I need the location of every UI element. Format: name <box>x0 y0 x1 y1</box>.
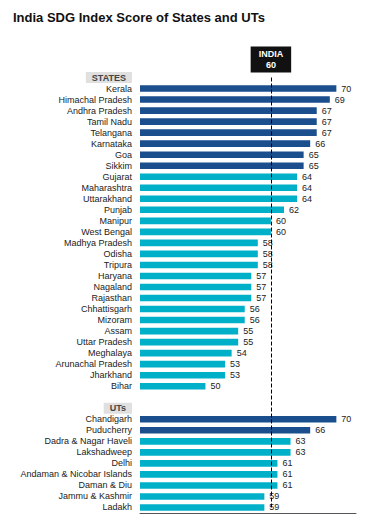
svg-text:67: 67 <box>322 117 332 127</box>
svg-text:Dadra & Nagar Haveli: Dadra & Nagar Haveli <box>44 436 132 446</box>
svg-text:53: 53 <box>230 359 240 369</box>
svg-text:59: 59 <box>269 502 279 512</box>
svg-text:Telangana: Telangana <box>90 128 132 138</box>
svg-text:Mizoram: Mizoram <box>97 315 132 325</box>
svg-text:Andaman & Nicobar Islands: Andaman & Nicobar Islands <box>20 469 132 479</box>
svg-text:Chandigarh: Chandigarh <box>85 414 132 424</box>
svg-text:Goa: Goa <box>115 150 132 160</box>
svg-text:Punjab: Punjab <box>104 205 132 215</box>
svg-text:58: 58 <box>262 259 273 270</box>
svg-text:Karnataka: Karnataka <box>91 139 132 149</box>
svg-text:Uttarakhand: Uttarakhand <box>83 194 132 204</box>
svg-text:Maharashtra: Maharashtra <box>81 183 132 193</box>
svg-text:Jharkhand: Jharkhand <box>90 370 132 380</box>
svg-text:60: 60 <box>276 227 286 237</box>
svg-text:58: 58 <box>262 237 273 248</box>
svg-text:70: 70 <box>341 414 351 424</box>
svg-text:55: 55 <box>243 337 253 347</box>
svg-text:66: 66 <box>315 425 325 435</box>
svg-text:UTs: UTs <box>110 403 126 413</box>
svg-text:Chhattisgarh: Chhattisgarh <box>81 304 132 314</box>
svg-text:60: 60 <box>276 216 286 226</box>
svg-text:69: 69 <box>335 95 345 105</box>
svg-text:58: 58 <box>262 248 273 259</box>
svg-text:55: 55 <box>243 326 253 336</box>
svg-text:INDIA: INDIA <box>259 49 284 59</box>
svg-text:Odisha: Odisha <box>103 249 132 259</box>
svg-text:Gujarat: Gujarat <box>102 172 132 182</box>
svg-text:70: 70 <box>341 84 351 94</box>
svg-text:57: 57 <box>256 282 266 292</box>
svg-text:66: 66 <box>315 139 325 149</box>
svg-text:61: 61 <box>282 469 292 479</box>
svg-text:63: 63 <box>296 447 306 457</box>
svg-text:Kerala: Kerala <box>106 84 132 94</box>
svg-text:61: 61 <box>282 480 292 490</box>
svg-text:Assam: Assam <box>104 326 132 336</box>
svg-text:65: 65 <box>309 161 319 171</box>
svg-text:56: 56 <box>250 315 260 325</box>
svg-text:64: 64 <box>302 194 312 204</box>
svg-text:Himachal Pradesh: Himachal Pradesh <box>58 95 132 105</box>
svg-text:67: 67 <box>322 128 332 138</box>
svg-text:Daman & Diu: Daman & Diu <box>78 480 132 490</box>
svg-text:64: 64 <box>302 183 312 193</box>
svg-text:67: 67 <box>322 106 332 116</box>
svg-text:Andhra Pradesh: Andhra Pradesh <box>67 106 132 116</box>
svg-text:56: 56 <box>250 304 260 314</box>
svg-text:60: 60 <box>266 60 276 70</box>
svg-text:Sikkim: Sikkim <box>106 161 133 171</box>
svg-text:Jammu & Kashmir: Jammu & Kashmir <box>58 491 132 501</box>
svg-text:STATES: STATES <box>92 73 126 83</box>
svg-text:Ladakh: Ladakh <box>102 502 132 512</box>
svg-text:Madhya Pradesh: Madhya Pradesh <box>64 238 132 248</box>
svg-text:63: 63 <box>296 436 306 446</box>
svg-text:53: 53 <box>230 370 240 380</box>
svg-text:India SDG Index Score of State: India SDG Index Score of States and UTs <box>13 10 265 25</box>
svg-text:Puducherry: Puducherry <box>86 425 133 435</box>
svg-text:Bihar: Bihar <box>111 381 132 391</box>
svg-text:Rajasthan: Rajasthan <box>91 293 132 303</box>
svg-text:Tamil Nadu: Tamil Nadu <box>87 117 132 127</box>
svg-text:57: 57 <box>256 293 266 303</box>
svg-text:Manipur: Manipur <box>99 216 132 226</box>
svg-text:54: 54 <box>237 348 247 358</box>
svg-text:West Bengal: West Bengal <box>81 227 132 237</box>
svg-text:Nagaland: Nagaland <box>93 282 132 292</box>
svg-text:50: 50 <box>210 381 220 391</box>
svg-text:Delhi: Delhi <box>111 458 132 468</box>
svg-text:Arunachal Pradesh: Arunachal Pradesh <box>55 359 132 369</box>
svg-text:Meghalaya: Meghalaya <box>88 348 132 358</box>
svg-text:62: 62 <box>289 205 299 215</box>
svg-text:Tripura: Tripura <box>104 260 132 270</box>
svg-text:59: 59 <box>269 491 279 501</box>
svg-text:Uttar Pradesh: Uttar Pradesh <box>76 337 132 347</box>
svg-text:Lakshadweep: Lakshadweep <box>76 447 132 457</box>
svg-text:57: 57 <box>256 271 266 281</box>
svg-text:Haryana: Haryana <box>98 271 132 281</box>
svg-text:61: 61 <box>282 458 292 468</box>
svg-text:65: 65 <box>309 150 319 160</box>
svg-text:64: 64 <box>302 172 312 182</box>
